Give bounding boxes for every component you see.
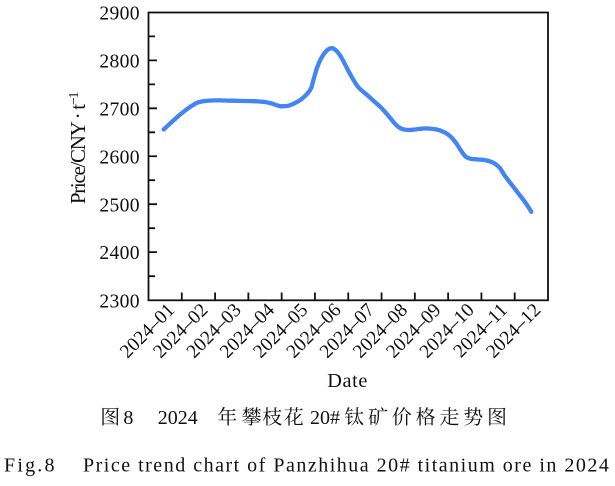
svg-text:20#: 20# <box>310 407 340 429</box>
svg-text:2700: 2700 <box>99 99 139 120</box>
svg-text:2800: 2800 <box>99 52 139 73</box>
svg-text:Fig.8: Fig.8 <box>4 455 57 477</box>
svg-text:2600: 2600 <box>99 147 139 168</box>
svg-text:2300: 2300 <box>99 291 139 312</box>
svg-text:2500: 2500 <box>99 195 139 216</box>
svg-text:8: 8 <box>123 407 133 429</box>
svg-text:2900: 2900 <box>99 4 139 25</box>
svg-text:Price trend chart of Panzhihua: Price trend chart of Panzhihua 20# titan… <box>83 455 610 477</box>
svg-text:2400: 2400 <box>99 243 139 264</box>
svg-text:2024: 2024 <box>158 407 198 429</box>
svg-text:Date: Date <box>327 370 368 392</box>
svg-text:Price/CNY · t−1: Price/CNY · t−1 <box>66 92 90 205</box>
